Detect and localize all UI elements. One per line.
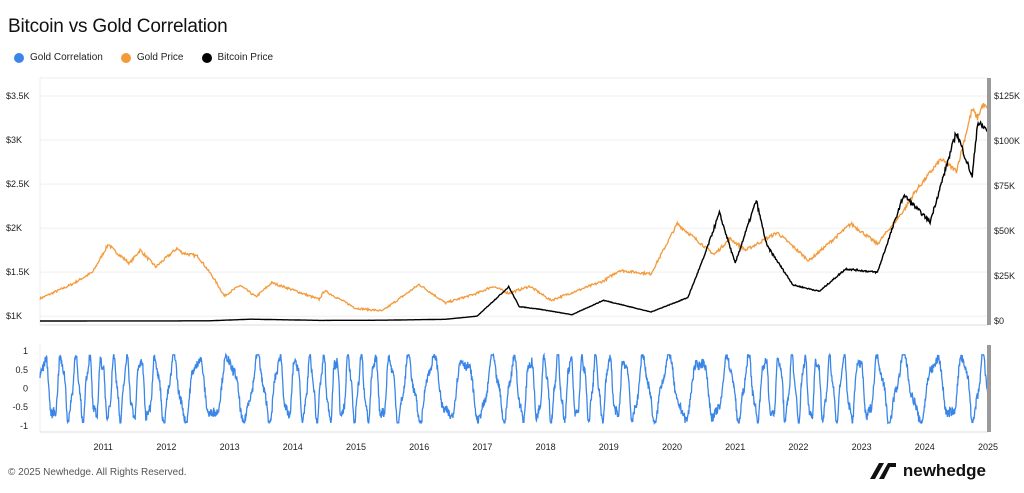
series-line-bitcoin-price [40, 120, 989, 322]
right-axis-tick-label: $25K [994, 271, 1015, 281]
legend: Gold Correlation Gold Price Bitcoin Pric… [14, 52, 273, 63]
newhedge-logo-icon [869, 463, 896, 479]
legend-dot-icon [14, 52, 24, 63]
x-axis-tick-label: 2017 [472, 442, 492, 452]
right-scrollbar [987, 78, 991, 325]
x-axis-tick-label: 2022 [788, 442, 808, 452]
left-axis-tick-label: $2K [6, 223, 22, 233]
x-axis-tick-label: 2025 [978, 442, 998, 452]
legend-dot-icon [201, 52, 212, 63]
legend-item-gold-price[interactable]: Gold Price [120, 52, 184, 63]
right-axis-tick-label: $0 [994, 316, 1004, 326]
left-axis-tick-label: $3.5K [6, 91, 30, 101]
x-axis-tick-label: 2013 [220, 442, 240, 452]
copyright-text: © 2025 Newhedge. All Rights Reserved. [8, 467, 187, 478]
left-axis-tick-label: $1K [6, 311, 22, 321]
x-axis-tick-label: 2016 [409, 442, 429, 452]
brand-name: newhedge [902, 461, 986, 480]
x-axis-tick-label: 2019 [599, 442, 619, 452]
right-axis-tick-label: $100K [994, 136, 1020, 146]
legend-item-bitcoin-price[interactable]: Bitcoin Price [201, 52, 274, 63]
x-axis-tick-label: 2011 [94, 442, 113, 452]
legend-label: Bitcoin Price [217, 52, 274, 63]
corr-axis-tick-label: 0.5 [15, 365, 28, 375]
left-axis-tick-label: $3K [6, 135, 22, 145]
x-axis-tick-label: 2020 [662, 442, 682, 452]
series-line-gold-correlation [39, 352, 989, 426]
x-axis-tick-label: 2024 [915, 442, 935, 452]
series-line-gold-price [39, 102, 989, 312]
x-axis-tick-label: 2012 [156, 442, 176, 452]
corr-axis-tick-label: 0 [23, 384, 28, 394]
legend-item-gold-correlation[interactable]: Gold Correlation [14, 52, 103, 63]
x-axis-tick-label: 2021 [725, 442, 745, 452]
corr-axis-tick-label: -0.5 [12, 402, 28, 412]
right-axis-tick-label: $75K [994, 181, 1015, 191]
x-axis-tick-label: 2018 [536, 442, 556, 452]
legend-label: Gold Correlation [30, 52, 103, 63]
x-axis-tick-label: 2023 [852, 442, 872, 452]
legend-label: Gold Price [136, 52, 184, 63]
corr-axis-tick-label: -1 [20, 421, 28, 431]
brand-logo[interactable]: newhedge [869, 461, 986, 481]
right-axis-tick-label: $125K [994, 91, 1020, 101]
left-axis-tick-label: $2.5K [6, 179, 30, 189]
right-axis-tick-label: $50K [994, 226, 1015, 236]
x-axis-tick-label: 2014 [283, 442, 303, 452]
corr-axis-tick-label: 1 [23, 346, 28, 356]
left-axis-tick-label: $1.5K [6, 267, 30, 277]
x-axis-tick-label: 2015 [346, 442, 366, 452]
legend-dot-icon [120, 52, 131, 63]
chart-title: Bitcoin vs Gold Correlation [8, 16, 228, 37]
corr-scrollbar [987, 345, 991, 432]
